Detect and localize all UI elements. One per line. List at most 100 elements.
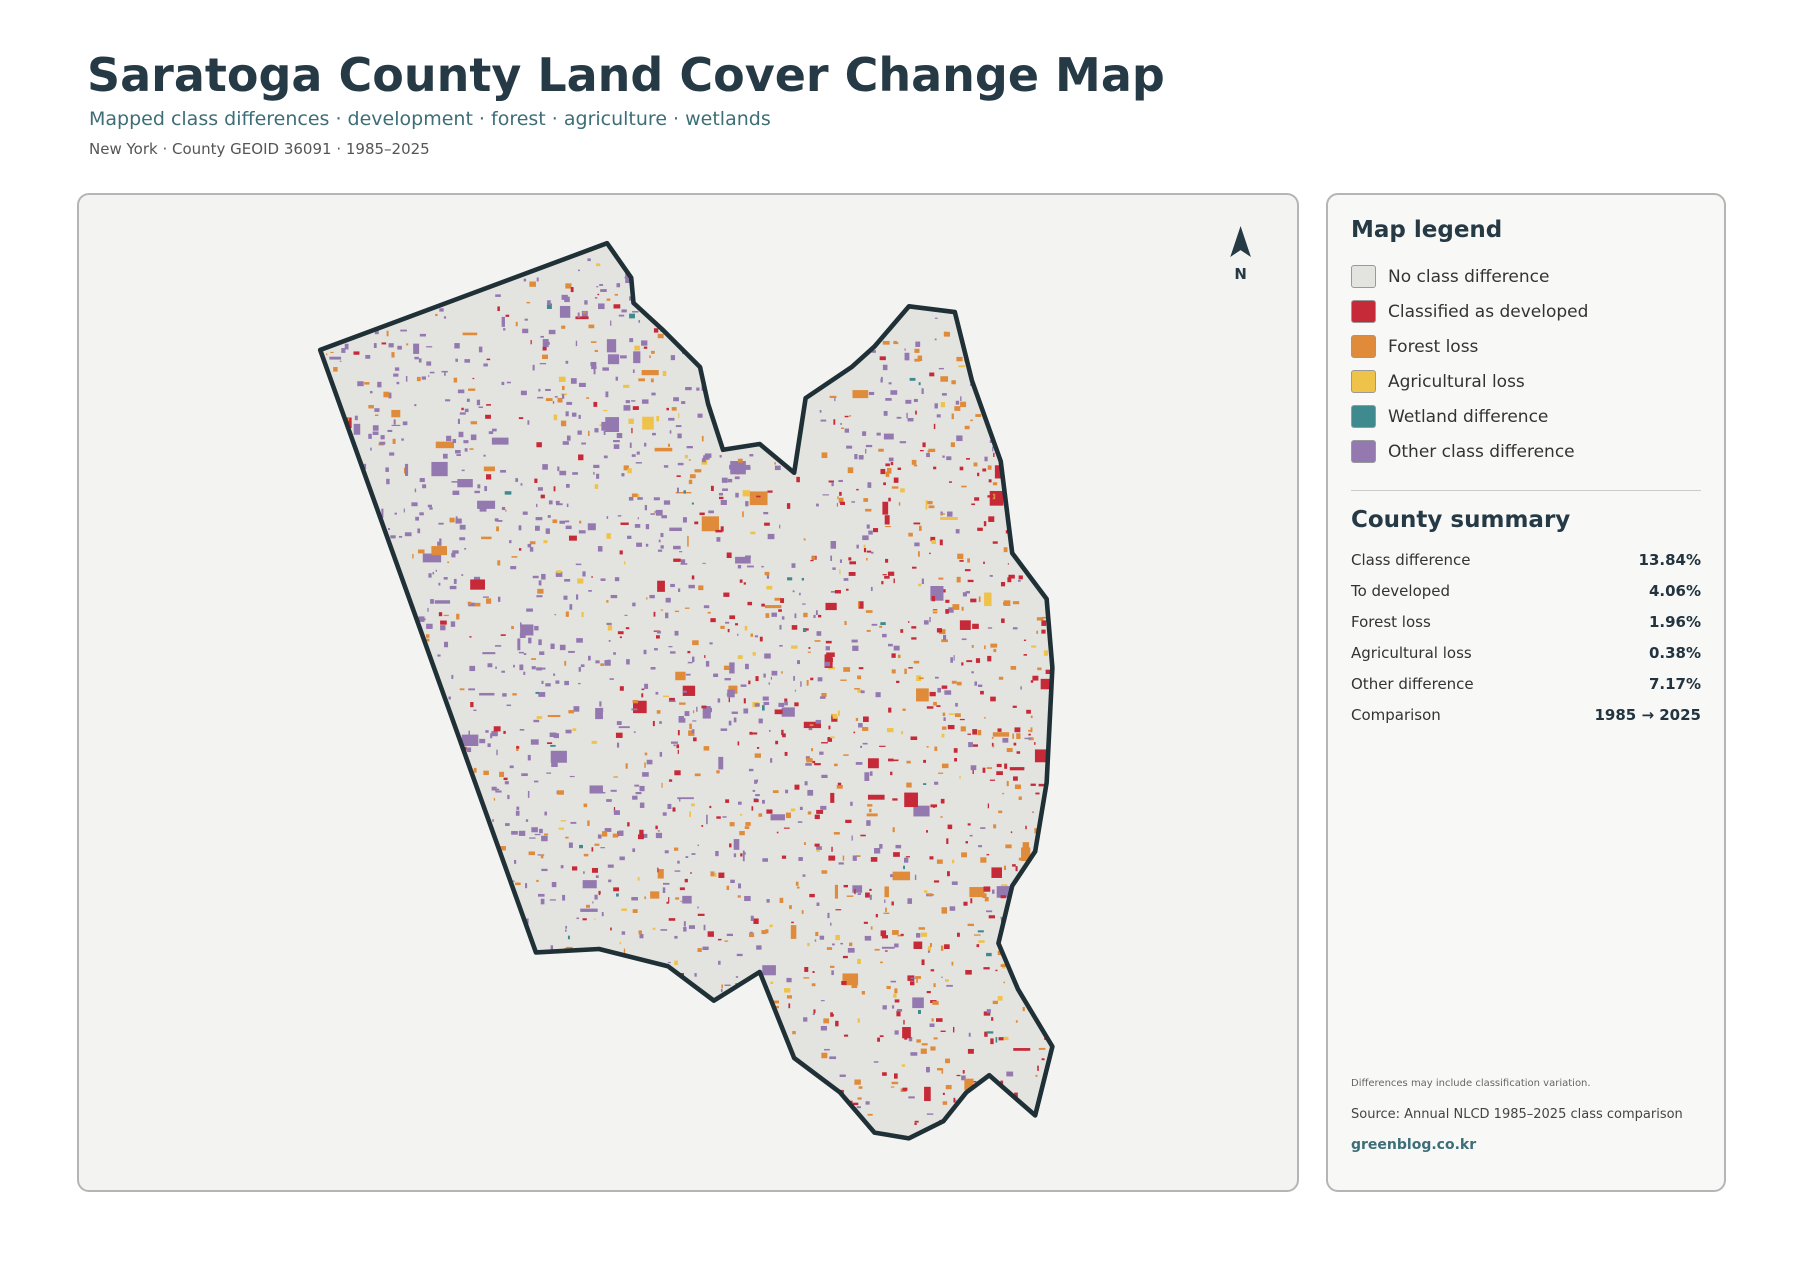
- change-patch: [1003, 865, 1007, 871]
- change-patch: [496, 520, 503, 522]
- legend-label: No class difference: [1388, 266, 1550, 287]
- change-patch: [623, 948, 626, 955]
- change-patch: [807, 651, 811, 653]
- change-patch: [577, 578, 584, 584]
- change-patch: [668, 700, 676, 703]
- change-patch: [500, 634, 506, 636]
- caveat: Differences may include classification v…: [1351, 1078, 1591, 1089]
- change-patch: [702, 458, 706, 463]
- change-patch: [974, 681, 978, 686]
- change-patch: [544, 833, 549, 836]
- change-patch: [761, 565, 764, 568]
- change-patch: [907, 417, 914, 422]
- change-patch: [923, 620, 929, 625]
- change-patch: [653, 497, 660, 501]
- change-patch: [520, 624, 534, 636]
- legend-item: Classified as developed: [1351, 300, 1588, 323]
- change-patch: [953, 655, 955, 661]
- change-patch: [566, 503, 569, 508]
- change-patch: [934, 403, 938, 409]
- change-patch: [893, 340, 897, 344]
- change-patch: [940, 945, 944, 951]
- change-patch: [843, 667, 851, 672]
- change-patch: [555, 571, 563, 577]
- change-patch: [541, 680, 544, 685]
- change-patch: [418, 358, 422, 363]
- change-patch: [679, 887, 685, 891]
- change-patch: [547, 515, 551, 518]
- change-patch: [938, 367, 944, 370]
- change-patch: [749, 731, 753, 735]
- change-patch: [500, 846, 506, 851]
- change-patch: [606, 339, 617, 353]
- change-patch: [553, 673, 556, 676]
- change-patch: [599, 701, 602, 707]
- legend-swatch: [1351, 440, 1376, 463]
- change-patch: [535, 691, 539, 694]
- change-patch: [843, 578, 849, 581]
- change-patch: [600, 663, 605, 666]
- change-patch: [490, 733, 493, 739]
- change-patch: [774, 462, 777, 465]
- change-patch: [518, 548, 522, 551]
- change-patch: [633, 731, 636, 733]
- change-patch: [887, 467, 892, 474]
- change-patch: [523, 278, 527, 282]
- change-patch: [617, 631, 624, 635]
- change-patch: [406, 343, 409, 346]
- legend-item: Forest loss: [1351, 335, 1478, 358]
- change-patch: [464, 448, 468, 452]
- change-patch: [419, 333, 426, 337]
- change-patch: [866, 524, 870, 529]
- change-patch: [758, 718, 763, 724]
- change-patch: [625, 627, 630, 630]
- change-patch: [676, 744, 680, 749]
- change-patch: [840, 423, 842, 425]
- change-patch: [728, 720, 732, 726]
- change-patch: [942, 455, 945, 458]
- change-patch: [438, 612, 443, 617]
- change-patch: [834, 396, 836, 402]
- change-patch: [606, 298, 611, 301]
- change-patch: [929, 616, 931, 623]
- source: Source: Annual NLCD 1985–2025 class comp…: [1351, 1107, 1683, 1122]
- change-patch: [1038, 783, 1046, 787]
- change-patch: [886, 985, 891, 990]
- change-patch: [621, 908, 627, 911]
- change-patch: [919, 525, 922, 531]
- change-patch: [884, 899, 886, 903]
- change-patch: [566, 401, 573, 405]
- change-patch: [857, 675, 862, 680]
- change-patch: [847, 947, 855, 953]
- change-patch: [772, 790, 779, 794]
- change-patch: [830, 555, 833, 561]
- change-patch: [891, 901, 894, 906]
- change-patch: [632, 406, 639, 410]
- change-patch: [908, 667, 913, 669]
- change-patch: [959, 620, 971, 630]
- change-patch: [593, 471, 595, 475]
- change-patch: [537, 396, 544, 399]
- change-patch: [799, 592, 801, 596]
- change-patch: [762, 696, 769, 701]
- change-patch: [680, 563, 688, 565]
- change-patch: [719, 455, 722, 458]
- change-patch: [1001, 618, 1005, 623]
- change-patch: [751, 732, 758, 735]
- change-patch: [779, 644, 783, 647]
- change-patch: [866, 557, 868, 561]
- change-patch: [974, 497, 980, 501]
- change-patch: [531, 827, 538, 833]
- change-patch: [595, 263, 601, 267]
- change-patch: [461, 407, 464, 411]
- summary-title: County summary: [1351, 507, 1571, 533]
- change-patch: [681, 401, 686, 404]
- change-patch: [987, 627, 993, 629]
- change-patch: [851, 639, 858, 643]
- change-patch: [697, 948, 702, 952]
- change-patch: [671, 407, 677, 411]
- change-patch: [762, 858, 768, 862]
- change-patch: [656, 415, 660, 422]
- change-patch: [888, 382, 892, 385]
- change-patch: [856, 855, 861, 857]
